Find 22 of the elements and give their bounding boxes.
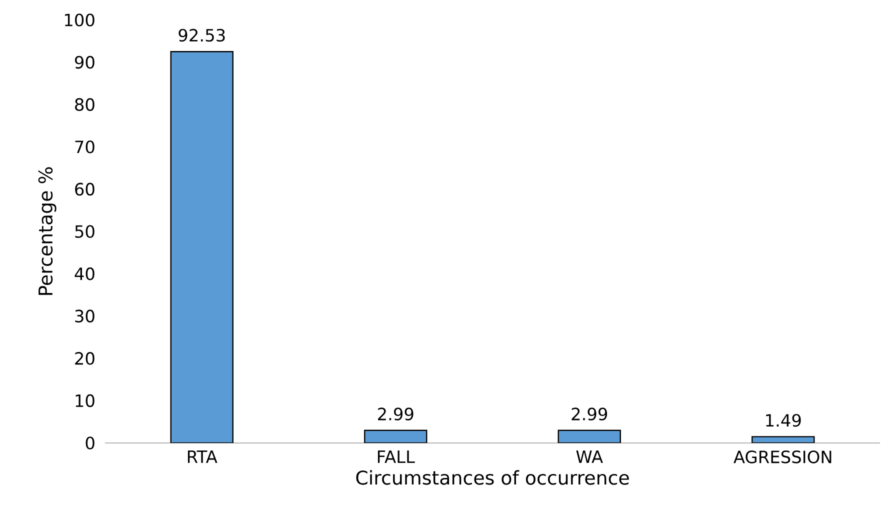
y-tick-label: 30 xyxy=(75,310,94,322)
x-tick-label: AGRESSION xyxy=(734,450,832,464)
y-tick-label: 80 xyxy=(75,98,94,111)
y-axis-title: Percentage % xyxy=(38,167,56,295)
y-tick-label: 40 xyxy=(74,267,94,280)
y-tick-label: 100 xyxy=(65,14,94,26)
y-tick-label: 70 xyxy=(75,140,94,154)
y-tick-label: 60 xyxy=(75,182,94,196)
y-tick-label: 10 xyxy=(76,394,94,408)
x-tick-label: RTA xyxy=(188,450,218,463)
y-tick-label: 90 xyxy=(74,56,94,69)
data-label: 1.49 xyxy=(766,414,801,427)
data-label: 2.99 xyxy=(378,408,414,420)
y-tick-label: 20 xyxy=(75,352,94,365)
data-label: 92.53 xyxy=(178,28,225,42)
y-tick-label: 50 xyxy=(75,225,94,238)
x-axis-title: Circumstances of occurrence xyxy=(356,470,629,485)
x-tick-label: FALL xyxy=(378,450,415,463)
y-tick-label: 0 xyxy=(86,436,94,450)
data-label: 2.99 xyxy=(572,408,608,420)
bar xyxy=(170,50,234,443)
x-tick-label: WA xyxy=(576,450,603,463)
